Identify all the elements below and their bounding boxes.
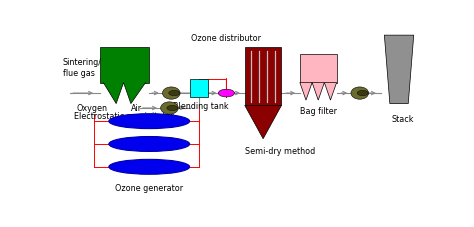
- Bar: [190, 80, 208, 97]
- Circle shape: [169, 91, 180, 96]
- Text: Electrostatic precipitator: Electrostatic precipitator: [73, 111, 173, 120]
- Text: flue gas: flue gas: [63, 68, 95, 77]
- Ellipse shape: [163, 88, 180, 100]
- Polygon shape: [245, 106, 282, 139]
- Text: Sintering/pelleting: Sintering/pelleting: [63, 58, 137, 67]
- Bar: [300, 55, 337, 83]
- Circle shape: [219, 90, 235, 98]
- Polygon shape: [300, 83, 312, 101]
- Ellipse shape: [109, 160, 190, 175]
- Polygon shape: [384, 36, 414, 104]
- Ellipse shape: [351, 88, 369, 100]
- Ellipse shape: [109, 114, 190, 129]
- Text: Blending tank: Blending tank: [173, 101, 228, 111]
- Circle shape: [167, 106, 178, 111]
- Text: Ozone distributor: Ozone distributor: [191, 34, 261, 43]
- Text: Ozone generator: Ozone generator: [115, 183, 183, 192]
- Ellipse shape: [109, 137, 190, 152]
- Polygon shape: [100, 48, 149, 83]
- Polygon shape: [245, 48, 282, 106]
- Polygon shape: [324, 83, 337, 101]
- Polygon shape: [103, 83, 146, 104]
- Text: Bag filter: Bag filter: [300, 107, 337, 116]
- Text: Oxygen: Oxygen: [77, 103, 108, 112]
- Text: Stack: Stack: [392, 115, 414, 123]
- Circle shape: [357, 91, 368, 96]
- Text: Air: Air: [131, 103, 142, 112]
- Text: Semi-dry method: Semi-dry method: [245, 146, 315, 155]
- Polygon shape: [312, 83, 324, 101]
- Ellipse shape: [161, 102, 178, 115]
